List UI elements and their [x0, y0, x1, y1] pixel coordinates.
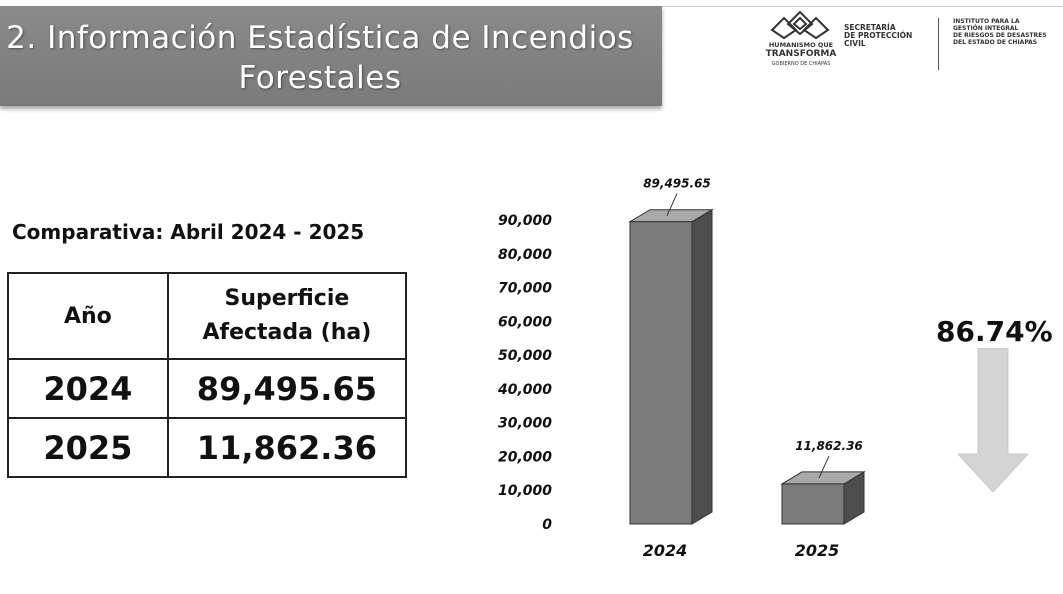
cell-year: 2025: [7, 417, 169, 478]
title-banner: 2. Información Estadística de Incendios …: [0, 6, 662, 106]
table-header-row: Año Superficie Afectada (ha): [7, 272, 408, 360]
logo-divider: [938, 18, 939, 70]
top-rule: [662, 6, 1063, 7]
secretaria-line-1: SECRETARÍA: [844, 23, 896, 32]
page-title: 2. Información Estadística de Incendios …: [0, 18, 640, 98]
bar-2024: [629, 221, 693, 525]
header-area: Superficie Afectada (ha): [166, 272, 408, 360]
x-tick-label: 2024: [643, 541, 688, 560]
header-area-line-1: Superficie: [224, 286, 350, 311]
x-tick-label: 2025: [795, 541, 840, 560]
secretaria-line-3: CIVIL: [844, 39, 866, 48]
y-tick-label: 10,000: [498, 483, 552, 499]
bar-side-2024: [691, 208, 713, 525]
y-tick-label: 40,000: [497, 382, 552, 398]
table-row: 2025 11,862.36: [7, 417, 408, 478]
y-tick-label: 60,000: [498, 314, 552, 330]
bar-chart: 0 10,000 20,000 30,000 40,000 50,000 60,000 70,…: [497, 177, 866, 560]
instituto-logo-text: INSTITUTO PARA LA GESTIÓN INTEGRAL DE RI…: [953, 18, 1063, 46]
secretaria-line-2: DE PROTECCIÓN: [844, 31, 913, 40]
comparison-table: Año Superficie Afectada (ha) 2024 89,495…: [7, 272, 408, 478]
down-arrow-icon: [958, 348, 1028, 492]
y-tick-label: 0: [542, 517, 552, 533]
data-label: 11,862.36: [795, 439, 863, 453]
logo-area: HUMANISMO QUE TRANSFORMA GOBIERNO DE CHI…: [760, 10, 1060, 72]
y-tick-label: 90,000: [498, 213, 552, 229]
y-tick-label: 30,000: [498, 416, 552, 432]
y-tick-label: 20,000: [498, 449, 552, 465]
cell-year: 2024: [7, 358, 169, 419]
header-area-line-2: Afectada (ha): [202, 320, 372, 345]
data-label-leader: [818, 455, 830, 479]
gov-logo-line-3: GOBIERNO DE CHIAPAS: [771, 61, 831, 67]
down-arrow-shape: [958, 348, 1028, 492]
reduction-percent: 86.74%: [936, 315, 1053, 348]
page-title-line-1: 2. Información Estadística de Incendios: [6, 20, 634, 56]
data-label: 89,495.65: [643, 177, 711, 191]
instituto-line-2: GESTIÓN INTEGRAL: [953, 25, 1019, 32]
data-label-leader: [666, 193, 678, 216]
secretaria-logo-text: SECRETARÍA DE PROTECCIÓN CIVIL: [844, 24, 934, 48]
instituto-line-1: INSTITUTO PARA LA: [953, 18, 1020, 25]
y-tick-label: 80,000: [498, 247, 552, 263]
gov-logo-line-1: HUMANISMO QUE: [768, 41, 834, 49]
comparison-heading: Comparativa: Abril 2024 - 2025: [12, 220, 365, 244]
page-title-line-2: Forestales: [238, 60, 402, 96]
y-tick-label: 70,000: [498, 281, 552, 297]
table-row: 2024 89,495.65: [7, 358, 408, 419]
chiapas-emblem-icon: [770, 10, 830, 40]
bar-2025: [781, 483, 845, 525]
instituto-line-4: DEL ESTADO DE CHIAPAS: [953, 39, 1038, 46]
cell-area: 89,495.65: [166, 358, 408, 419]
header-year: Año: [7, 272, 169, 360]
gov-logo-line-2: TRANSFORMA: [765, 49, 837, 59]
cell-area: 11,862.36: [166, 417, 408, 478]
y-tick-label: 50,000: [498, 348, 552, 364]
instituto-line-3: DE RIESGOS DE DESASTRES: [953, 32, 1047, 39]
